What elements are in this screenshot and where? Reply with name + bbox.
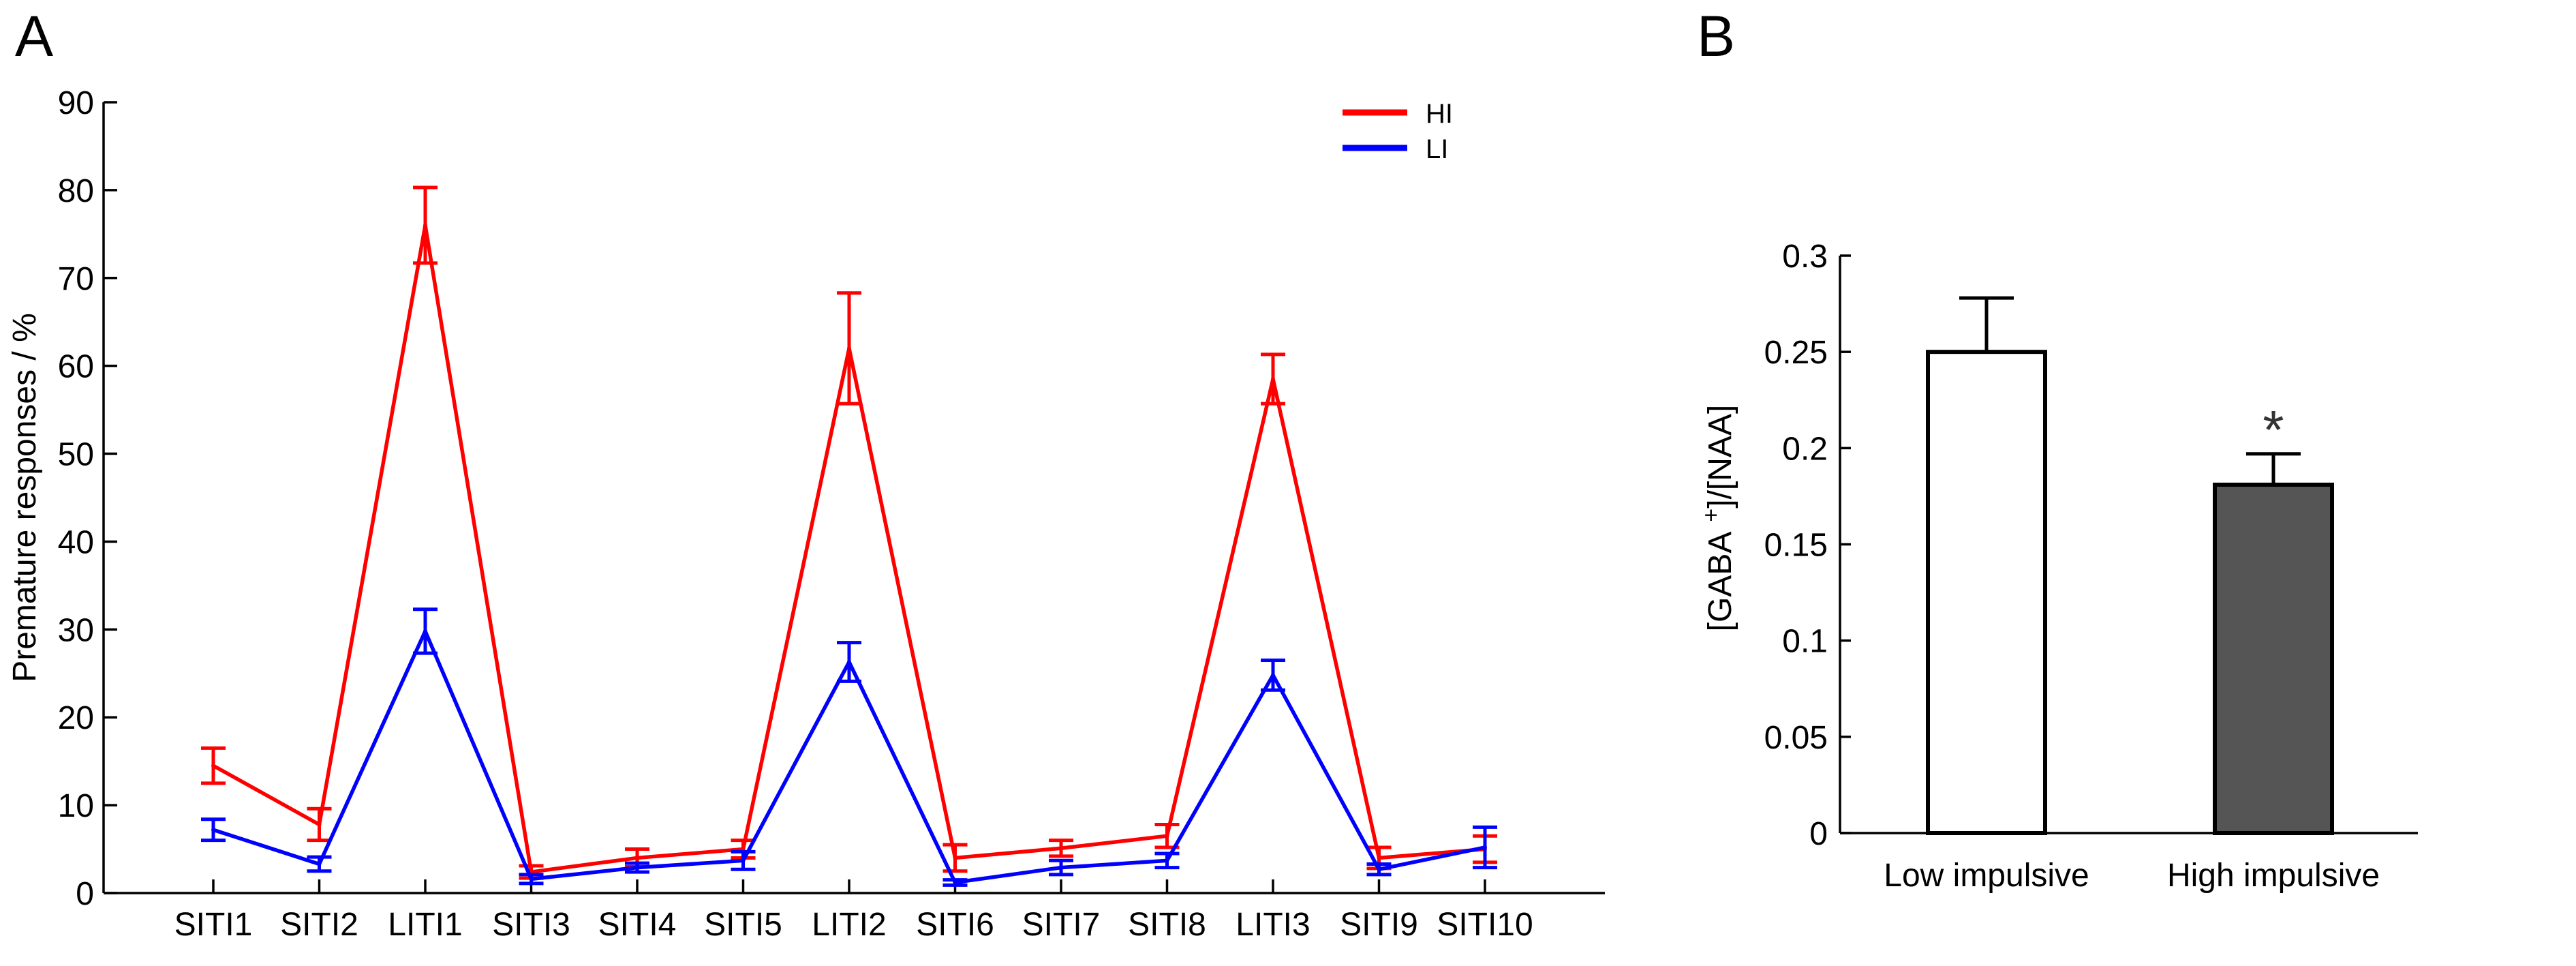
y-tick-label-b-2: 0.1 [1782, 624, 1828, 660]
bar-high-impulsive [2213, 482, 2334, 836]
point-li-LITI1 [423, 629, 427, 633]
y-axis-title-a: Premature responses / % [7, 313, 43, 682]
point-li-SITI6 [953, 880, 957, 885]
y-tick-label-b-1: 0.05 [1764, 720, 1828, 756]
point-li-LITI2 [847, 660, 851, 665]
significance-marker-high-impulsive: * [2263, 399, 2284, 460]
point-hi-SITI8 [1165, 834, 1169, 839]
y-tick-label-b-5: 0.25 [1764, 335, 1828, 371]
x-tick-label-LITI3: LITI3 [1236, 907, 1310, 943]
line-chart-panel-a: 0 10 20 30 40 50 60 70 80 90 SITI1 SITI2 LITI1 SITI3… [7, 85, 1605, 943]
y-tick-label-a-60: 60 [58, 349, 94, 385]
point-li-LITI3 [1271, 673, 1275, 678]
x-tick-label-LITI1: LITI1 [388, 907, 462, 943]
x-tick-label-low-impulsive: Low impulsive [1884, 858, 2089, 894]
legend-label-hi: HI [1426, 99, 1453, 129]
point-hi-LITI2 [847, 346, 851, 350]
point-hi-SITI7 [1059, 846, 1063, 851]
x-tick-label-SITI1: SITI1 [174, 907, 253, 943]
point-hi-SITI9 [1377, 856, 1381, 860]
y-tick-label-b-0: 0 [1809, 816, 1828, 852]
x-tick-label-SITI10: SITI10 [1437, 907, 1533, 943]
point-hi-LITI3 [1271, 377, 1275, 381]
y-tick-label-b-6: 0.3 [1782, 239, 1828, 275]
point-hi-SITI1 [211, 764, 215, 768]
point-hi-SITI4 [635, 856, 639, 860]
legend-label-li: LI [1426, 134, 1448, 164]
y-tick-label-a-50: 50 [58, 437, 94, 473]
x-tick-label-SITI8: SITI8 [1128, 907, 1206, 943]
point-hi-SITI2 [317, 822, 322, 827]
point-li-SITI3 [529, 877, 534, 881]
point-li-SITI8 [1165, 858, 1169, 863]
x-tick-label-high-impulsive: High impulsive [2167, 858, 2380, 894]
y-tick-label-a-30: 30 [58, 612, 94, 648]
x-tick-label-SITI4: SITI4 [598, 907, 677, 943]
y-tick-label-a-80: 80 [58, 173, 94, 209]
point-li-SITI7 [1059, 865, 1063, 870]
y-tick-label-a-20: 20 [58, 700, 94, 736]
point-li-SITI9 [1377, 867, 1381, 872]
x-tick-label-SITI6: SITI6 [916, 907, 994, 943]
x-tick-label-SITI9: SITI9 [1340, 907, 1418, 943]
x-tick-label-SITI7: SITI7 [1022, 907, 1101, 943]
y-tick-label-a-90: 90 [58, 85, 94, 121]
x-tick-label-SITI3: SITI3 [492, 907, 570, 943]
point-li-SITI1 [211, 828, 215, 832]
y-axis-title-b: [GABA+]/[NAA] [1698, 405, 1738, 632]
y-tick-label-a-40: 40 [58, 524, 94, 560]
panel-label-a: A [15, 4, 53, 68]
y-tick-label-a-10: 10 [58, 788, 94, 824]
point-hi-LITI1 [423, 223, 427, 228]
panel-label-b: B [1697, 4, 1735, 68]
y-tick-label-a-0: 0 [76, 876, 94, 912]
point-li-SITI5 [741, 858, 746, 863]
point-hi-SITI6 [953, 856, 957, 860]
point-li-SITI4 [635, 865, 639, 870]
y-tick-label-b-3: 0.15 [1764, 528, 1828, 564]
x-tick-label-SITI2: SITI2 [280, 907, 358, 943]
y-tick-label-a-70: 70 [58, 261, 94, 297]
x-tick-label-SITI5: SITI5 [704, 907, 782, 943]
x-tick-label-LITI2: LITI2 [812, 907, 886, 943]
point-li-SITI2 [317, 862, 322, 866]
point-li-SITI10 [1483, 845, 1487, 849]
bar-chart-panel-b: 0 0.05 0.1 0.15 0.2 0.25 0.3 Low impulsive High… [1698, 239, 2418, 894]
bar-low-impulsive [1926, 350, 2047, 835]
y-tick-label-b-4: 0.2 [1782, 431, 1828, 467]
legend-a: HI LI [1343, 99, 1453, 164]
